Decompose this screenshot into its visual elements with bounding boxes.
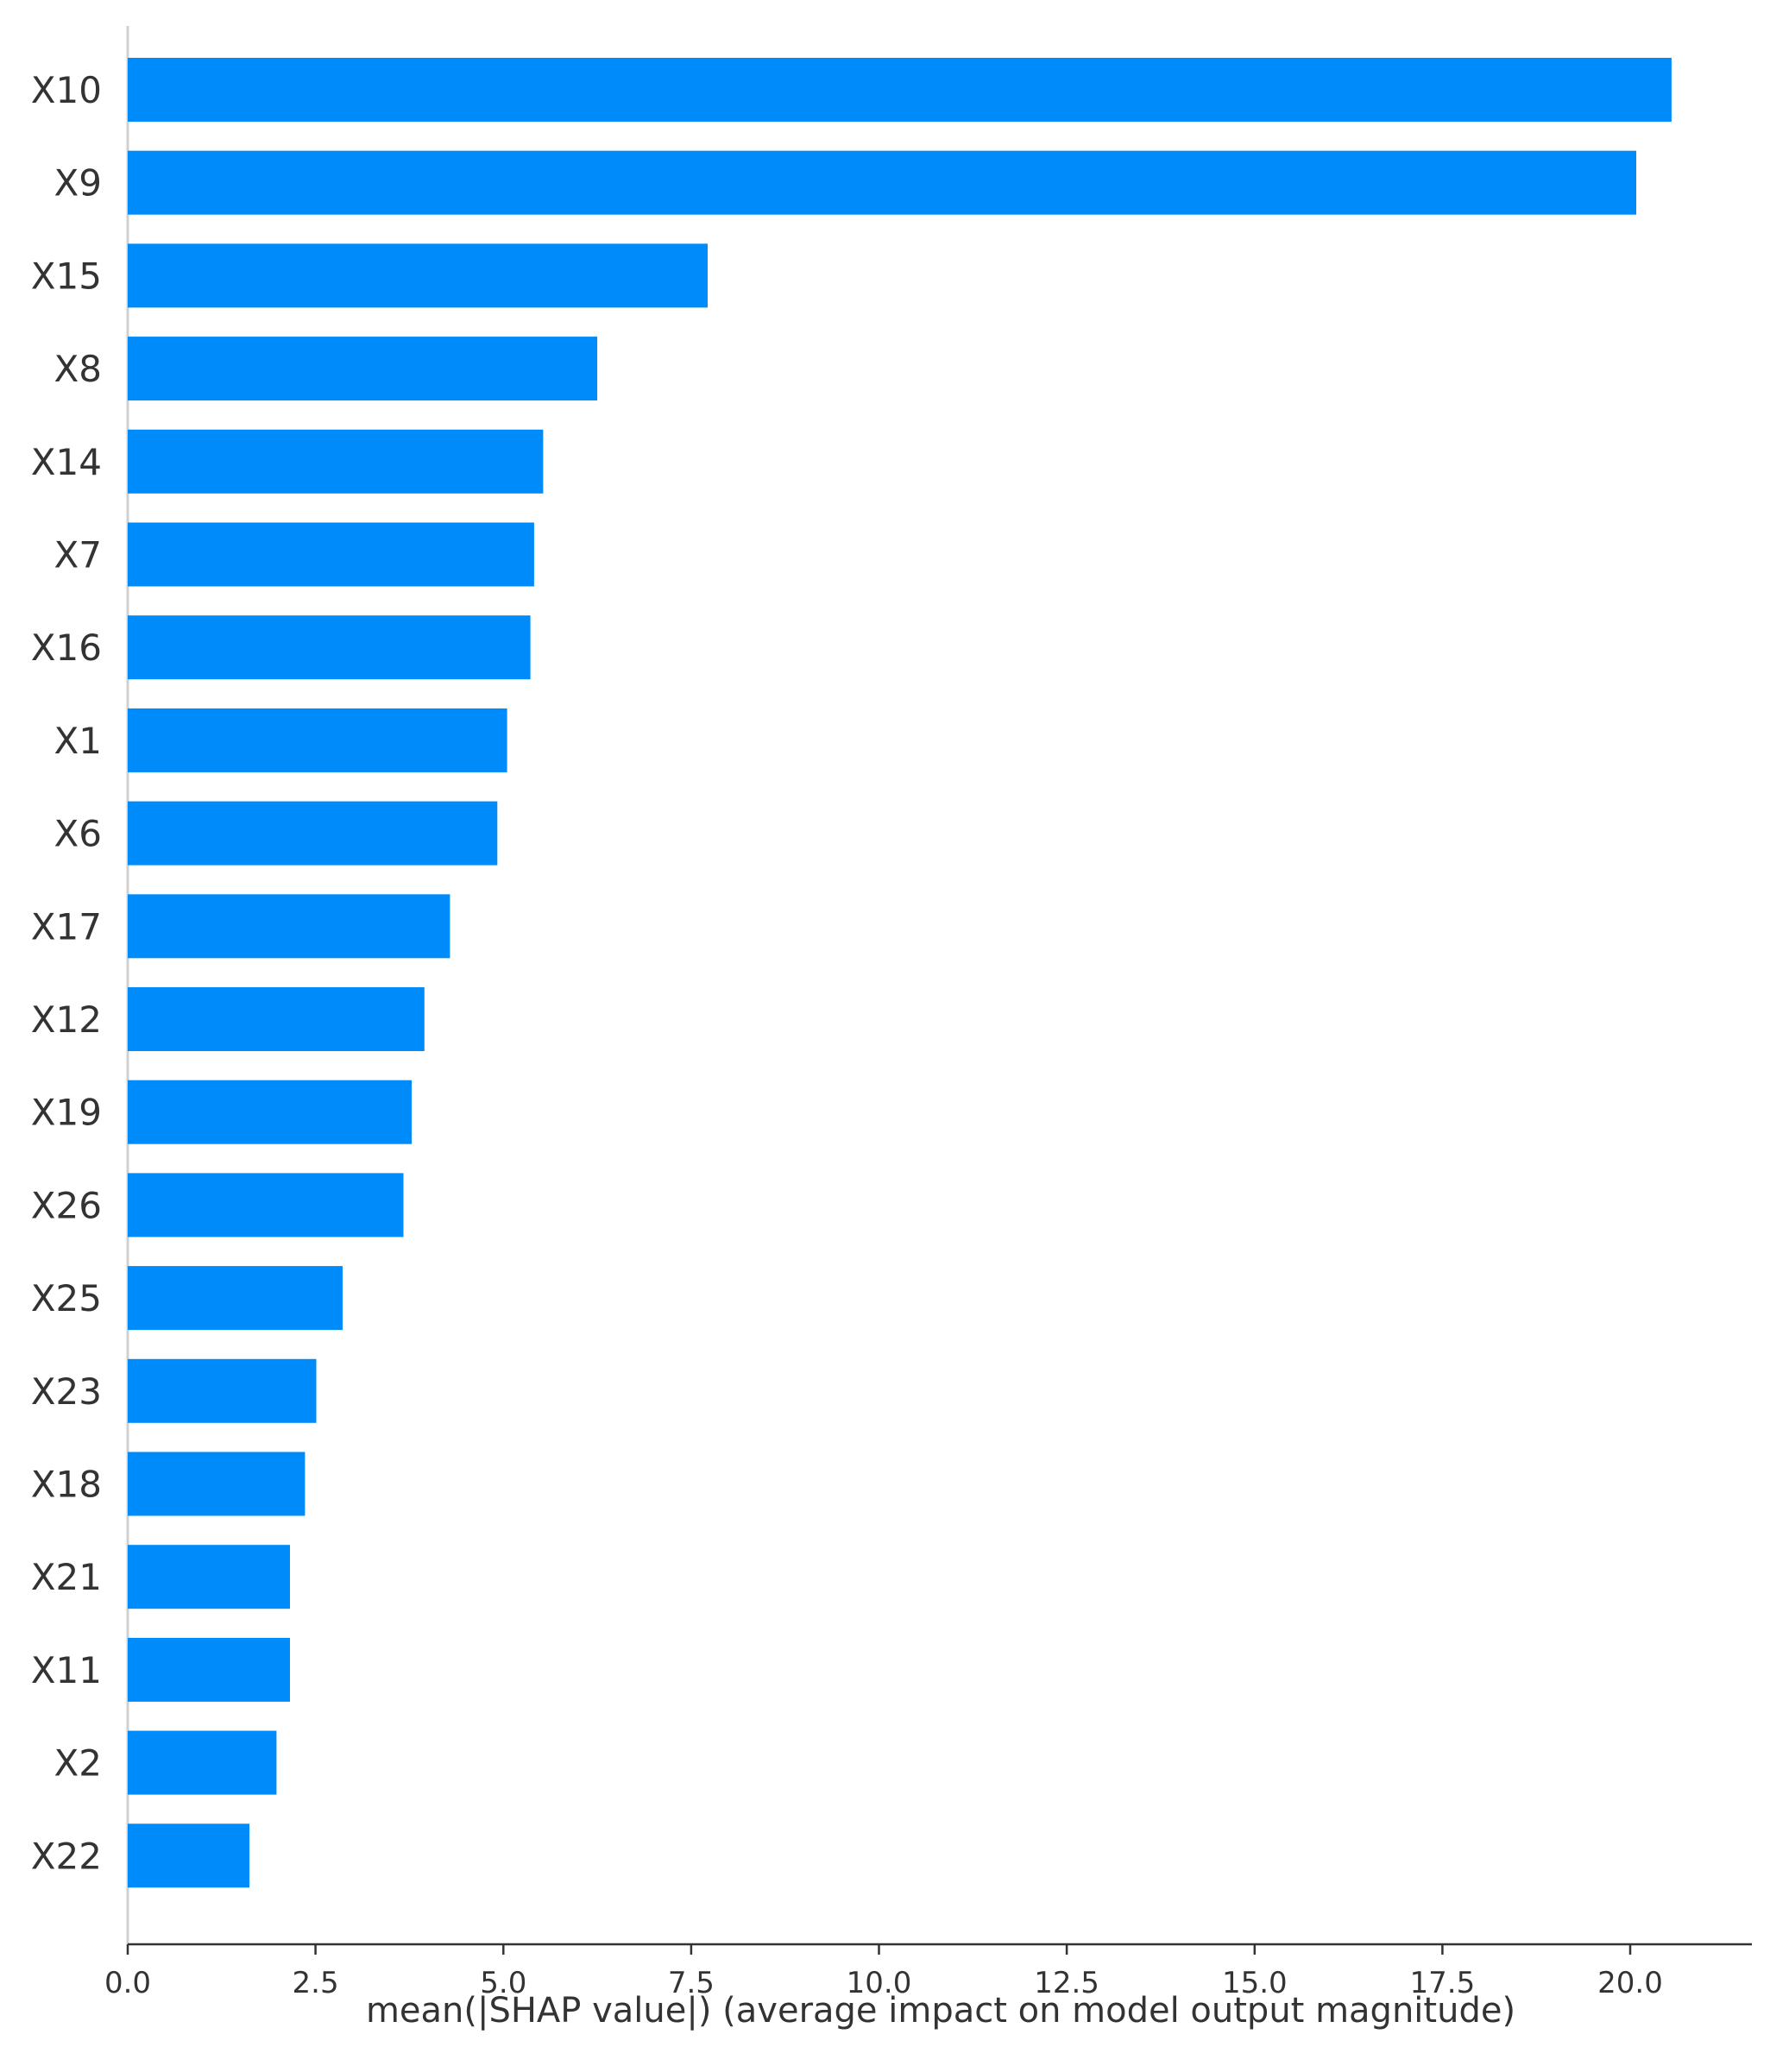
bar-x14 [128,429,544,494]
x-axis-title: mean(|SHAP value|) (average impact on mo… [366,1991,1515,2031]
y-tick-label-x18: X18 [31,1464,102,1506]
bar-x22 [128,1823,249,1888]
y-tick-label-x26: X26 [31,1184,102,1226]
x-tick-label: 15.0 [1222,1966,1288,2000]
bar-x21 [128,1545,290,1609]
x-tick-label: 20.0 [1597,1966,1663,2000]
y-tick-label-x2: X2 [54,1742,103,1785]
y-tick-label-x6: X6 [54,813,103,855]
bar-x19 [128,1080,412,1144]
y-tick-labels: X10 X9 X15 X8 X14 X7 X16 X1 X6 X17 X12 X19 X26 X25 X23… [31,69,102,1877]
x-tick-label: 0.0 [104,1966,151,2000]
bar-x11 [128,1637,290,1702]
bar-x12 [128,987,425,1051]
bar-x9 [128,150,1636,215]
y-tick-label-x16: X16 [31,627,102,669]
y-tick-label-x12: X12 [31,998,102,1041]
y-tick-label-x21: X21 [31,1556,102,1598]
x-tick-label: 5.0 [480,1966,526,2000]
bar-x6 [128,801,498,866]
y-tick-label-x8: X8 [54,348,103,390]
y-tick-label-x7: X7 [54,534,103,576]
y-tick-label-x23: X23 [31,1370,102,1413]
bar-x26 [128,1173,404,1238]
y-tick-label-x14: X14 [31,441,102,483]
x-tick-label: 2.5 [293,1966,339,2000]
bar-x2 [128,1730,277,1795]
x-ticks-group: 0.0 2.5 5.0 7.5 10.0 12.5 15.0 17.5 20.0 [104,1944,1663,2000]
y-tick-label-x22: X22 [31,1835,102,1877]
y-tick-label-x10: X10 [31,69,102,111]
bar-x23 [128,1358,317,1423]
y-tick-label-x1: X1 [54,720,103,762]
bar-x7 [128,522,534,587]
bar-x8 [128,337,598,401]
y-tick-label-x11: X11 [31,1649,102,1691]
y-tick-label-x9: X9 [54,162,103,205]
bar-x17 [128,894,450,959]
x-tick-label: 10.0 [847,1966,912,2000]
y-tick-label-x25: X25 [31,1277,102,1319]
bar-x25 [128,1266,343,1331]
bar-x16 [128,615,531,680]
x-tick-label: 7.5 [668,1966,715,2000]
bar-x1 [128,708,507,772]
bar-x15 [128,243,708,308]
y-tick-label-x19: X19 [31,1092,102,1134]
bar-x18 [128,1452,305,1516]
y-tick-label-x15: X15 [31,255,102,297]
bar-x10 [128,58,1672,122]
x-tick-label: 17.5 [1410,1966,1476,2000]
x-tick-label: 12.5 [1034,1966,1099,2000]
y-tick-label-x17: X17 [31,905,102,948]
bars-group [128,58,1672,1888]
